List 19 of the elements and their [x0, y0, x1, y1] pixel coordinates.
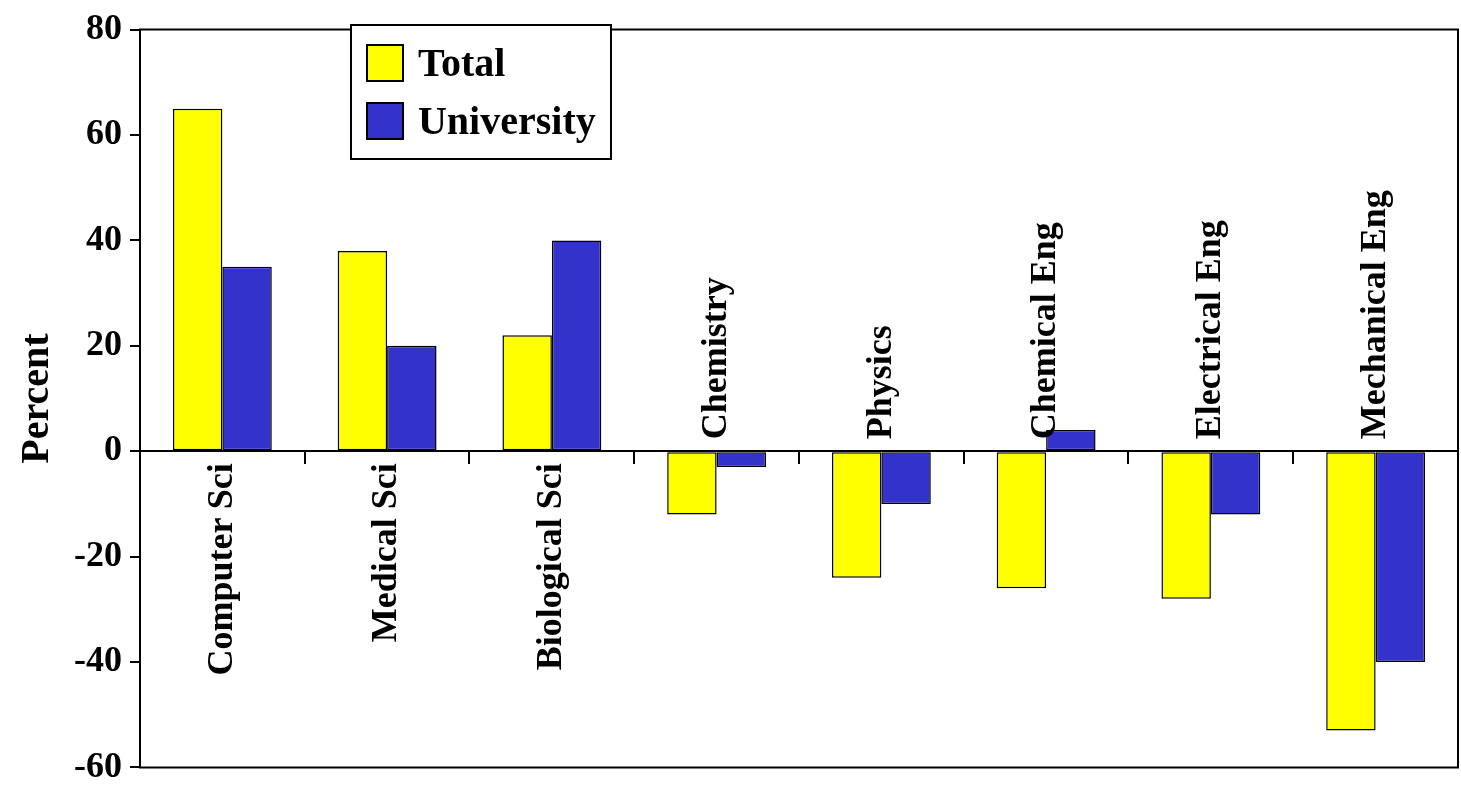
y-tick-label: -40	[73, 639, 122, 680]
x-tick-label: Electrical Eng	[1188, 220, 1229, 440]
x-tick-label: Chemical Eng	[1023, 222, 1064, 440]
legend-label: University	[417, 97, 596, 145]
y-tick-label: -20	[73, 533, 122, 574]
x-tick-label: Computer Sci	[199, 463, 240, 676]
x-tick-label: Medical Sci	[364, 463, 405, 643]
y-tick-label: 20	[85, 323, 122, 364]
y-tick-label: 80	[85, 6, 122, 47]
x-tick-label: Biological Sci	[529, 463, 570, 671]
x-tick-label: Physics	[858, 325, 899, 440]
y-axis-title: Percent	[12, 332, 58, 464]
legend-label: Total	[417, 39, 506, 87]
x-tick-label: Chemistry	[693, 277, 734, 440]
y-tick-label: 0	[103, 428, 122, 469]
y-tick-label: 40	[85, 217, 122, 258]
y-tick-label: 60	[85, 112, 122, 153]
y-tick-label: -60	[73, 744, 122, 785]
x-tick-label: Mechanical Eng	[1352, 190, 1393, 440]
